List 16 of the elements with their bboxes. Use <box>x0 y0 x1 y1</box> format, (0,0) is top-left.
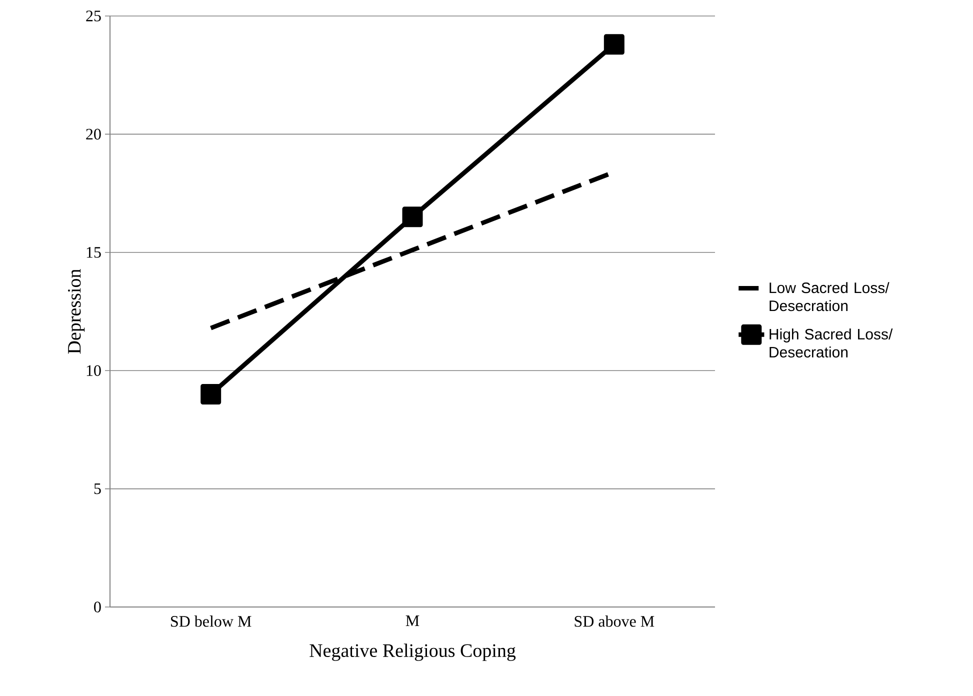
y-tick-label: 0 <box>94 602 101 612</box>
point <box>604 34 624 55</box>
legend-label: Low Sacred Loss/ Desecration <box>770 282 890 312</box>
legend-label: High Sacred Loss/ Desecration <box>770 328 893 358</box>
point <box>200 384 222 404</box>
y-tick-label: 20 <box>86 128 101 140</box>
x-axis-title: Negative Religious Coping <box>310 644 516 661</box>
y-tick-label: 5 <box>94 483 101 494</box>
y-tick-label: 25 <box>86 10 101 22</box>
point <box>402 206 423 228</box>
x-tick-label: M <box>406 616 420 626</box>
y-tick-label: 15 <box>86 247 101 258</box>
x-tick-label: SD below M <box>171 616 252 627</box>
y-tick-label: 10 <box>86 365 101 376</box>
x-tick-label: SD above M <box>574 616 654 627</box>
y-axis-title: Depression <box>68 269 85 354</box>
